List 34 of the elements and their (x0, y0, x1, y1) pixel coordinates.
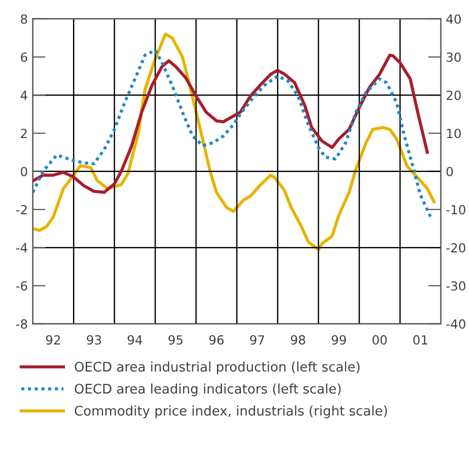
y-tick-label: -8 (16, 319, 28, 329)
y2-tick-label: 20 (446, 90, 461, 100)
y-tick-label: 6 (20, 52, 28, 62)
x-tick-label: 93 (86, 335, 101, 345)
x-tick-label: 99 (332, 335, 346, 345)
y2-tick-label: -40 (446, 319, 466, 329)
line-series (32, 54, 429, 194)
y-tick-label: -4 (16, 243, 28, 252)
x-tick-label: 01 (413, 335, 428, 345)
y2-tick-label: -20 (446, 243, 466, 253)
y2-tick-label: 30 (446, 52, 461, 62)
y-tick-label: 8 (20, 14, 28, 24)
x-tick-label: 92 (46, 335, 60, 345)
y-tick-label: 2 (20, 128, 27, 138)
y2-tick-label: 0 (446, 166, 453, 176)
y2-tick-label: -30 (446, 281, 466, 291)
legend-label: OECD area leading indicators (left scale) (74, 383, 341, 396)
x-tick-label: 97 (250, 335, 264, 345)
y2-tick-label: -10 (446, 204, 466, 214)
y2-tick-label: 10 (447, 128, 461, 138)
line-series (32, 48, 432, 219)
x-tick-label: 00 (372, 335, 387, 345)
x-tick-label: 96 (209, 335, 224, 345)
x-tick-label: 94 (128, 335, 142, 345)
y-tick-label: -2 (16, 204, 27, 214)
y-tick-label: 4 (20, 90, 28, 100)
x-tick-label: 95 (168, 335, 182, 345)
legend-label: Commodity price index, industrials (right scale) (74, 405, 387, 418)
legend-label: OECD area industrial production (left scale) (74, 361, 360, 374)
y2-tick-label: 40 (446, 14, 461, 24)
y-tick-label: -6 (16, 281, 28, 291)
y-tick-label: 0 (20, 166, 28, 176)
line-series (32, 32, 436, 252)
x-tick-label: 98 (290, 335, 306, 345)
